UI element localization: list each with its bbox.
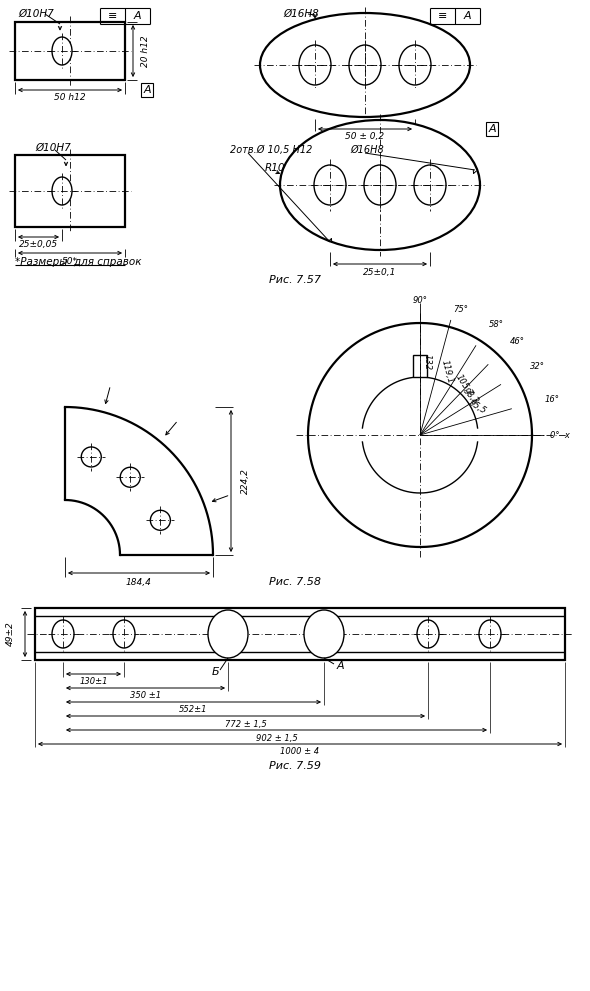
Text: 50*: 50* (62, 257, 78, 266)
Text: 132: 132 (423, 355, 432, 371)
Ellipse shape (304, 610, 344, 658)
Ellipse shape (52, 177, 72, 205)
Text: Ø10Н7: Ø10Н7 (35, 143, 71, 153)
Ellipse shape (299, 45, 331, 85)
Text: *Размеры  для справок: *Размеры для справок (15, 257, 142, 267)
Ellipse shape (113, 620, 135, 648)
Text: 90°: 90° (412, 296, 428, 305)
Text: 50 ± 0,2: 50 ± 0,2 (345, 133, 385, 142)
Text: 130±1: 130±1 (79, 678, 108, 687)
Ellipse shape (208, 610, 248, 658)
Text: ≡: ≡ (108, 11, 117, 21)
Text: 49±2: 49±2 (5, 621, 15, 646)
Ellipse shape (417, 620, 439, 648)
Text: 552±1: 552±1 (179, 706, 208, 715)
Text: 75°: 75° (454, 305, 468, 314)
Text: 98,3: 98,3 (461, 386, 480, 406)
Ellipse shape (314, 165, 346, 205)
Text: 95,5: 95,5 (467, 398, 488, 416)
Bar (413, 355, 427, 377)
Ellipse shape (349, 45, 381, 85)
Ellipse shape (217, 620, 239, 648)
Text: 16°: 16° (545, 394, 560, 403)
Text: 772 ± 1,5: 772 ± 1,5 (225, 719, 266, 728)
Text: 50 h12: 50 h12 (54, 93, 86, 102)
Text: 58°: 58° (489, 320, 504, 329)
Ellipse shape (479, 620, 501, 648)
Text: A: A (134, 11, 142, 21)
Text: А: А (336, 661, 344, 671)
Text: Рис. 7.57: Рис. 7.57 (269, 275, 321, 285)
Text: A: A (488, 124, 496, 134)
Bar (15, 155, 125, 227)
Text: 25±0,1: 25±0,1 (363, 268, 396, 276)
Text: Б: Б (212, 667, 220, 677)
Text: 25±0,05: 25±0,05 (19, 241, 58, 250)
Text: 0°  x: 0° x (550, 430, 570, 439)
Bar (35, 608, 565, 660)
Text: 119,1: 119,1 (440, 359, 455, 385)
Text: 224,2: 224,2 (241, 468, 250, 494)
Text: Ø10Н7: Ø10Н7 (18, 9, 54, 19)
Ellipse shape (120, 467, 140, 488)
Text: Ø16Н8: Ø16Н8 (283, 9, 319, 19)
Text: 350 ±1: 350 ±1 (130, 692, 161, 701)
Bar (15, 22, 125, 80)
Text: Ø16Н8: Ø16Н8 (350, 145, 384, 155)
Ellipse shape (81, 447, 101, 467)
Ellipse shape (313, 620, 335, 648)
Ellipse shape (52, 620, 74, 648)
Text: 1000 ± 4: 1000 ± 4 (280, 747, 320, 756)
Text: 32°: 32° (530, 362, 545, 371)
Text: A: A (143, 85, 151, 95)
Text: A: A (464, 11, 471, 21)
Text: Рис. 7.58: Рис. 7.58 (269, 577, 321, 587)
Text: 46°: 46° (510, 337, 525, 346)
Text: ≡: ≡ (438, 11, 447, 21)
Ellipse shape (399, 45, 431, 85)
Ellipse shape (52, 37, 72, 65)
Ellipse shape (260, 13, 470, 117)
Text: 902 ± 1,5: 902 ± 1,5 (255, 733, 297, 742)
Text: 20 h12: 20 h12 (140, 36, 149, 66)
Ellipse shape (150, 510, 171, 530)
Text: R10: R10 (265, 163, 286, 173)
Text: 105,7: 105,7 (454, 373, 474, 398)
Text: 2отв.Ø 10,5 Н12: 2отв.Ø 10,5 Н12 (230, 145, 312, 155)
Ellipse shape (364, 165, 396, 205)
Ellipse shape (280, 120, 480, 250)
Text: 184,4: 184,4 (126, 578, 152, 587)
Ellipse shape (414, 165, 446, 205)
Text: Рис. 7.59: Рис. 7.59 (269, 761, 321, 771)
